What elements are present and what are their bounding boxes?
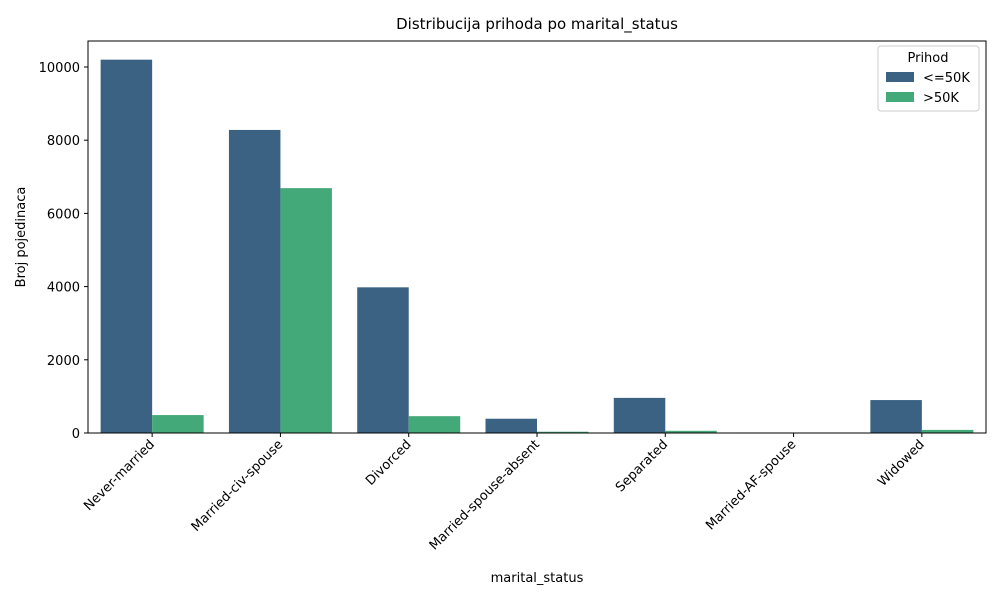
y-tick-label: 2000	[47, 354, 80, 369]
bar-gt50k-divorced	[408, 416, 461, 433]
legend-swatch-le50k	[886, 72, 914, 82]
x-tick-label: Married-AF-spouse	[703, 437, 799, 533]
chart-title: Distribucija prihoda po marital_status	[396, 15, 678, 34]
y-axis-label: Broj pojedinaca	[14, 187, 29, 288]
y-tick-label: 8000	[47, 134, 80, 149]
y-axis: 0 2000 4000 6000 8000 10000	[39, 61, 88, 442]
x-tick-label: Never-married	[81, 437, 158, 514]
x-tick-label: Married-civ-spouse	[189, 437, 287, 535]
bar-gt50k-widowed	[921, 429, 974, 433]
x-axis-label: marital_status	[491, 571, 584, 586]
bars-group	[100, 59, 974, 434]
legend: Prihod <=50K >50K	[877, 45, 980, 112]
legend-label-gt50k: >50K	[923, 91, 959, 106]
bar-gt50k-married-spouse-absent	[537, 431, 589, 433]
y-tick-label: 10000	[39, 61, 80, 76]
bar-le50k-married-civ-spouse	[228, 129, 281, 434]
bar-le50k-divorced	[357, 287, 409, 433]
bar-gt50k-never-married	[152, 415, 204, 433]
legend-swatch-gt50k	[886, 92, 914, 102]
bar-le50k-never-married	[100, 59, 153, 434]
x-axis: Never-married Married-civ-spouse Divorced M…	[81, 433, 928, 553]
x-tick-label: Divorced	[363, 437, 414, 488]
x-tick-label: Married-spouse-absent	[427, 437, 543, 553]
bar-gt50k-married-civ-spouse	[280, 188, 332, 433]
bar-gt50k-separated	[665, 430, 717, 433]
bar-le50k-married-spouse-absent	[485, 418, 537, 433]
y-tick-label: 6000	[47, 207, 80, 222]
plot-frame	[87, 40, 987, 434]
legend-title: Prihod	[907, 51, 948, 66]
bar-le50k-separated	[613, 397, 666, 433]
x-tick-label: Widowed	[875, 437, 928, 490]
y-tick-label: 0	[72, 427, 80, 442]
y-tick-label: 4000	[47, 281, 80, 296]
legend-label-le50k: <=50K	[923, 71, 970, 86]
bar-le50k-widowed	[870, 400, 922, 433]
x-tick-label: Separated	[613, 437, 671, 495]
